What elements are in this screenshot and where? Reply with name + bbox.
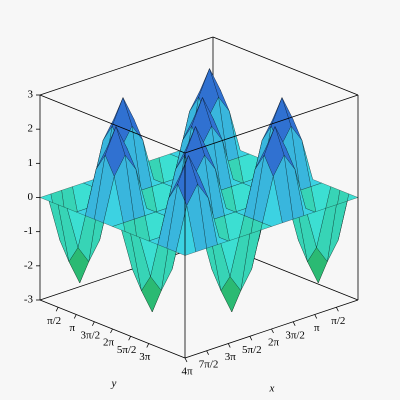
x-tick-label: π/2 xyxy=(331,315,345,327)
x-tick-label: π xyxy=(314,322,320,334)
x-tick-label: 5π/2 xyxy=(242,344,262,356)
y-tick-label: 3π xyxy=(139,351,151,363)
y-tick xyxy=(73,314,77,319)
y-tick-label: 5π/2 xyxy=(117,344,137,356)
box-edge xyxy=(184,94,359,154)
z-tick-label: 0 xyxy=(28,191,34,203)
z-tick-label: -1 xyxy=(24,225,33,237)
x-tick xyxy=(292,321,296,326)
surface xyxy=(39,68,359,313)
y-tick-label: π xyxy=(69,322,75,334)
box-edge xyxy=(39,94,186,154)
y-tick xyxy=(128,336,131,341)
x-tick xyxy=(271,328,274,334)
box-edge xyxy=(212,36,359,96)
z-tick-label: -2 xyxy=(24,259,33,271)
box-edge xyxy=(39,36,214,96)
x-tick-label: 3π/2 xyxy=(285,329,305,341)
y-tick-label: 3π/2 xyxy=(81,329,101,341)
y-tick-label: 2π xyxy=(103,337,115,349)
x-tick-label: 2π xyxy=(268,337,280,349)
z-tick-label: 1 xyxy=(28,157,34,169)
z-tick-label: 3 xyxy=(28,89,34,101)
z-tick-label: 2 xyxy=(28,123,34,135)
y-tick xyxy=(146,343,150,348)
x-tick xyxy=(336,307,339,312)
x-tick-label: 4π xyxy=(181,366,193,378)
x-tick xyxy=(314,314,318,319)
y-tick xyxy=(55,307,59,312)
y-tick xyxy=(92,321,95,326)
x-tick-label: 7π/2 xyxy=(199,358,219,370)
x-tick-label: 3π xyxy=(225,351,237,363)
y-tick-label: π/2 xyxy=(47,315,61,327)
z-tick-label: -3 xyxy=(24,294,34,306)
y-tick xyxy=(110,328,113,334)
x-axis-label: x xyxy=(269,383,275,395)
x-tick xyxy=(227,343,231,348)
x-tick xyxy=(184,357,188,363)
y-axis-label: y xyxy=(111,378,117,390)
x-tick xyxy=(249,336,253,341)
x-tick xyxy=(206,350,209,355)
